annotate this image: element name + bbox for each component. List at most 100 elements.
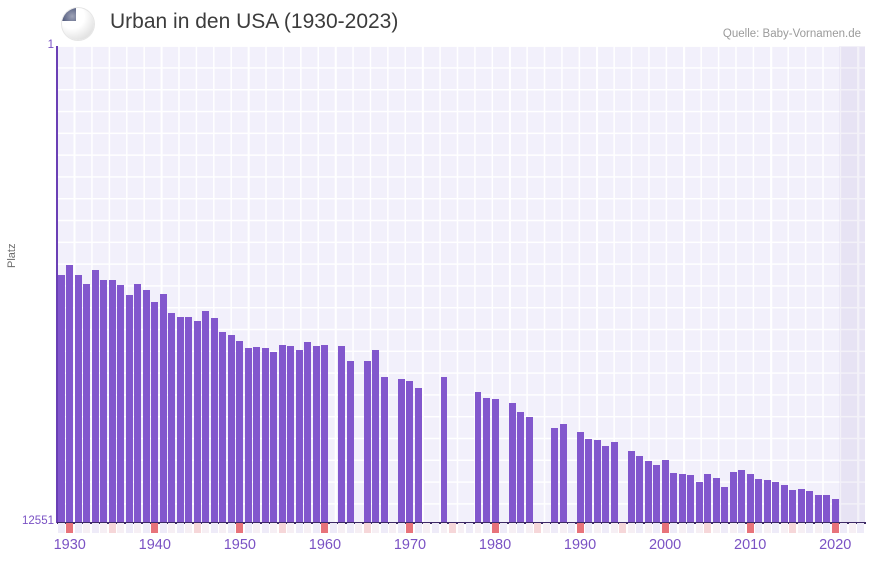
x-axis-tick	[814, 523, 822, 533]
bar[interactable]	[312, 345, 320, 523]
bar[interactable]	[729, 472, 737, 523]
x-axis-tick	[397, 523, 405, 533]
bar[interactable]	[176, 316, 184, 523]
bar[interactable]	[627, 450, 635, 523]
bar[interactable]	[789, 489, 797, 523]
x-axis-label: 1980	[478, 537, 512, 553]
x-axis-tick	[346, 523, 354, 533]
bar[interactable]	[372, 350, 380, 523]
bar[interactable]	[508, 403, 516, 523]
bar[interactable]	[380, 376, 388, 523]
x-axis-tick	[619, 523, 627, 533]
bar[interactable]	[338, 346, 346, 523]
bar[interactable]	[602, 446, 610, 523]
bar[interactable]	[806, 491, 814, 523]
bar[interactable]	[261, 348, 269, 523]
bar[interactable]	[227, 335, 235, 523]
bar[interactable]	[721, 487, 729, 523]
x-axis-tick	[678, 523, 686, 533]
bar[interactable]	[576, 432, 584, 523]
bar[interactable]	[295, 349, 303, 523]
bar[interactable]	[814, 495, 822, 523]
bar[interactable]	[763, 480, 771, 523]
bar[interactable]	[670, 473, 678, 523]
x-axis-tick	[338, 523, 346, 533]
bar[interactable]	[278, 345, 286, 523]
bar[interactable]	[193, 320, 201, 523]
bar[interactable]	[236, 341, 244, 523]
x-axis-tick	[355, 523, 363, 533]
bar[interactable]	[780, 485, 788, 523]
bar[interactable]	[363, 361, 371, 523]
bar[interactable]	[91, 269, 99, 523]
bar[interactable]	[517, 411, 525, 523]
bar[interactable]	[304, 342, 312, 523]
x-axis-tick	[508, 523, 516, 533]
x-axis-label: 1990	[563, 537, 597, 553]
bar[interactable]	[797, 488, 805, 523]
bar[interactable]	[559, 424, 567, 523]
bar[interactable]	[738, 469, 746, 523]
bar[interactable]	[704, 473, 712, 523]
bar[interactable]	[346, 361, 354, 523]
x-axis-tick	[823, 523, 831, 533]
bar[interactable]	[474, 391, 482, 523]
x-axis-line	[57, 522, 866, 524]
x-axis-tick	[848, 523, 856, 533]
bar[interactable]	[287, 345, 295, 523]
x-axis-label: 1970	[393, 537, 427, 553]
bar[interactable]	[636, 456, 644, 523]
bar[interactable]	[134, 284, 142, 523]
bar[interactable]	[823, 494, 831, 523]
bar[interactable]	[83, 283, 91, 523]
bar[interactable]	[57, 274, 65, 523]
bar-series	[57, 46, 865, 523]
x-axis-tick	[789, 523, 797, 533]
x-axis-tick	[644, 523, 652, 533]
bar[interactable]	[440, 376, 448, 523]
x-axis-tick	[466, 523, 473, 533]
bar[interactable]	[202, 310, 210, 523]
bar[interactable]	[210, 318, 218, 523]
bar[interactable]	[585, 438, 593, 523]
bar[interactable]	[610, 442, 618, 523]
bar[interactable]	[661, 460, 669, 523]
bar[interactable]	[108, 279, 116, 523]
bar[interactable]	[483, 397, 490, 523]
bar[interactable]	[525, 416, 533, 523]
bar[interactable]	[151, 301, 159, 523]
x-axis-tick	[57, 523, 65, 533]
x-axis-tick	[295, 523, 303, 533]
bar[interactable]	[253, 347, 261, 523]
bar[interactable]	[66, 264, 74, 523]
bar[interactable]	[831, 498, 839, 523]
bar[interactable]	[772, 481, 780, 523]
bar[interactable]	[593, 439, 601, 523]
bar[interactable]	[712, 478, 720, 523]
bar[interactable]	[406, 381, 414, 523]
bar[interactable]	[168, 313, 176, 523]
bar[interactable]	[100, 279, 108, 523]
bar[interactable]	[397, 379, 405, 523]
bar[interactable]	[755, 479, 763, 523]
bar[interactable]	[644, 461, 652, 523]
bar[interactable]	[159, 294, 167, 523]
bar[interactable]	[321, 344, 329, 523]
bar[interactable]	[491, 398, 499, 523]
x-axis-tick	[210, 523, 218, 533]
bar[interactable]	[219, 331, 227, 523]
bar[interactable]	[551, 428, 559, 523]
bar[interactable]	[678, 474, 686, 523]
bar[interactable]	[414, 387, 422, 523]
bar[interactable]	[270, 351, 278, 523]
bar[interactable]	[695, 481, 703, 523]
bar[interactable]	[142, 290, 150, 523]
bar[interactable]	[653, 465, 661, 523]
bar[interactable]	[117, 284, 125, 523]
bar[interactable]	[244, 348, 252, 523]
bar[interactable]	[687, 475, 695, 523]
bar[interactable]	[74, 274, 82, 523]
bar[interactable]	[125, 294, 133, 523]
bar[interactable]	[185, 317, 193, 523]
bar[interactable]	[746, 473, 754, 523]
